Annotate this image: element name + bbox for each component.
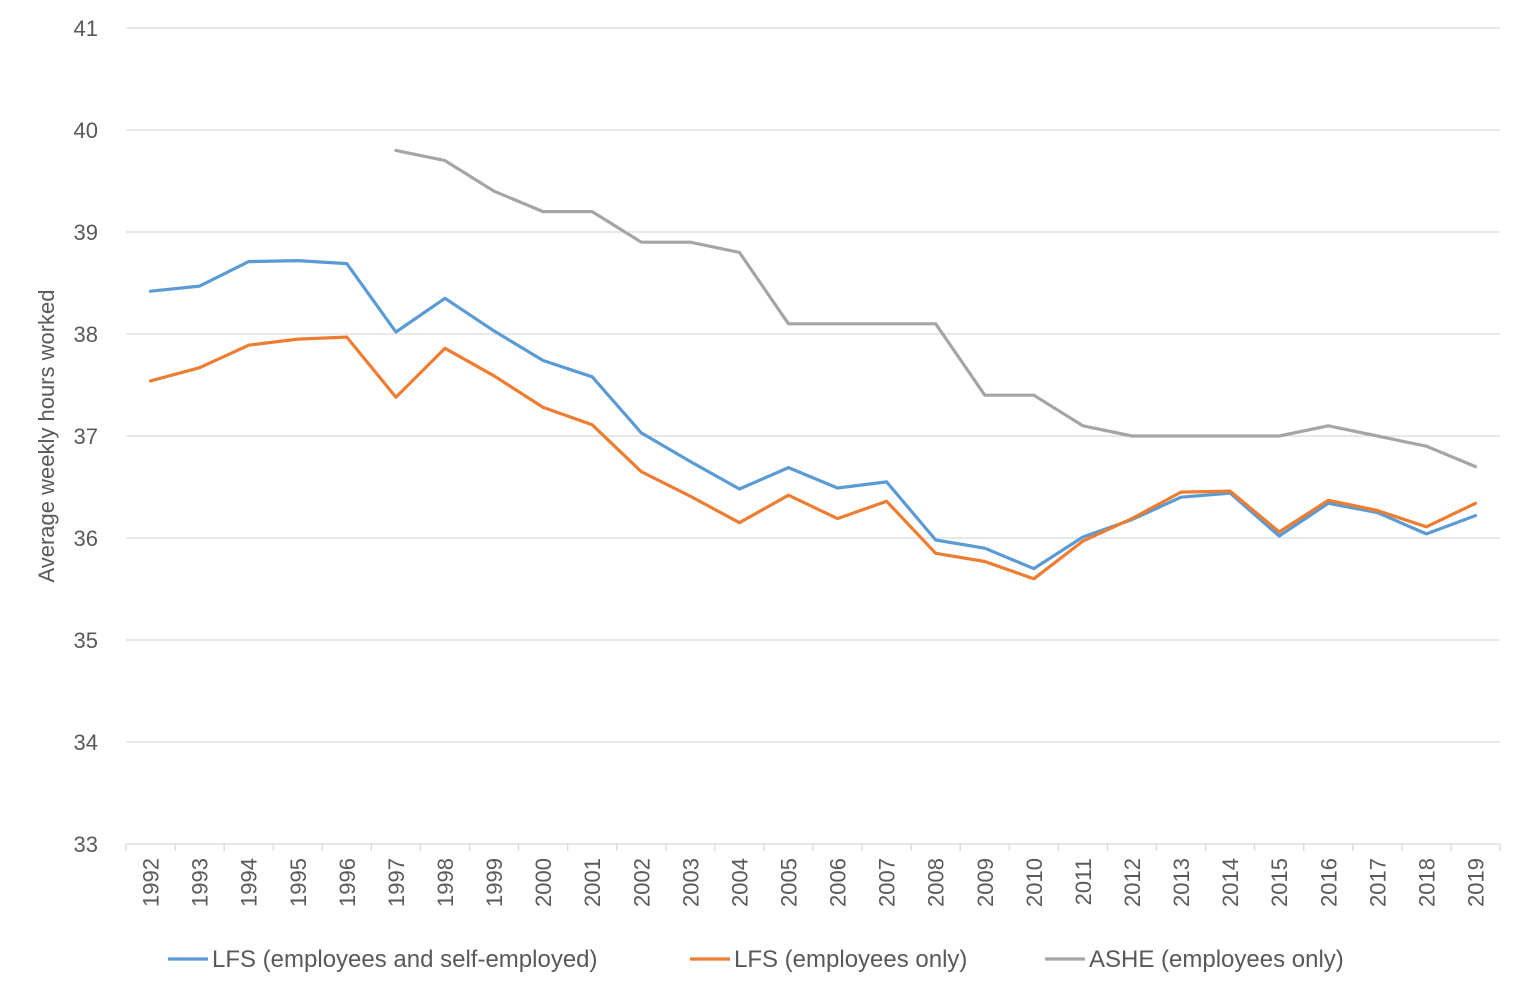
- x-tick-label: 2000: [531, 858, 556, 907]
- series-line-1: [148, 259, 1478, 571]
- x-tick-label: 2014: [1218, 858, 1243, 907]
- legend-item: LFS (employees only): [690, 946, 967, 973]
- legend-item: LFS (employees and self-employed): [168, 946, 598, 973]
- legend-label: ASHE (employees only): [1089, 946, 1344, 973]
- x-tick-label: 2013: [1169, 858, 1194, 907]
- x-tick-label: 2016: [1316, 858, 1341, 907]
- y-tick-label: 33: [74, 832, 98, 857]
- y-tick-label: 39: [74, 220, 98, 245]
- y-tick-label: 40: [74, 118, 98, 143]
- y-axis-tick-labels: 33 34 35 36 37 38 39 40 41: [74, 16, 98, 857]
- x-tick-label: 1994: [237, 858, 262, 907]
- x-tick-label: 2005: [776, 858, 801, 907]
- series-line-2: [148, 335, 1478, 581]
- x-tick-label: 2002: [629, 858, 654, 907]
- legend: LFS (employees and self-employed) LFS (em…: [168, 946, 1344, 973]
- x-tick-label: 2015: [1267, 858, 1292, 907]
- x-tick-label: 2008: [924, 858, 949, 907]
- x-tick-label: 1995: [286, 858, 311, 907]
- y-tick-label: 36: [74, 526, 98, 551]
- x-tick-label: 1993: [188, 858, 213, 907]
- y-tick-label: 37: [74, 424, 98, 449]
- legend-label: LFS (employees only): [734, 946, 967, 973]
- series-lines: [148, 148, 1478, 581]
- gridlines: [125, 27, 1501, 851]
- x-tick-label: 1998: [433, 858, 458, 907]
- y-tick-label: 41: [74, 16, 98, 41]
- x-tick-label: 2003: [678, 858, 703, 907]
- x-tick-label: 2004: [727, 858, 752, 907]
- x-tick-label: 1999: [482, 858, 507, 907]
- x-tick-label: 2011: [1071, 858, 1096, 905]
- series-line-3: [394, 148, 1478, 469]
- x-tick-label: 1996: [335, 858, 360, 907]
- x-tick-label: 2009: [973, 858, 998, 907]
- y-tick-label: 35: [74, 628, 98, 653]
- y-tick-label: 34: [74, 730, 98, 755]
- x-tick-label: 2001: [580, 858, 605, 907]
- y-tick-label: 38: [74, 322, 98, 347]
- x-tick-label: 1997: [384, 858, 409, 907]
- x-tick-label: 2018: [1414, 858, 1439, 907]
- x-tick-label: 2012: [1120, 858, 1145, 907]
- x-tick-label: 1992: [139, 858, 164, 907]
- legend-label: LFS (employees and self-employed): [212, 946, 598, 973]
- x-axis-tick-labels: 1992 1993 1994 1995 1996 1997 1998 1999 2000 2001…: [139, 858, 1489, 907]
- x-tick-label: 2006: [826, 858, 851, 907]
- y-axis-title: Average weekly hours worked: [34, 289, 59, 582]
- x-tick-label: 2017: [1365, 858, 1390, 907]
- x-tick-label: 2007: [875, 858, 900, 907]
- x-tick-label: 2010: [1022, 858, 1047, 907]
- x-tick-label: 2019: [1463, 858, 1488, 907]
- legend-item: ASHE (employees only): [1045, 946, 1344, 973]
